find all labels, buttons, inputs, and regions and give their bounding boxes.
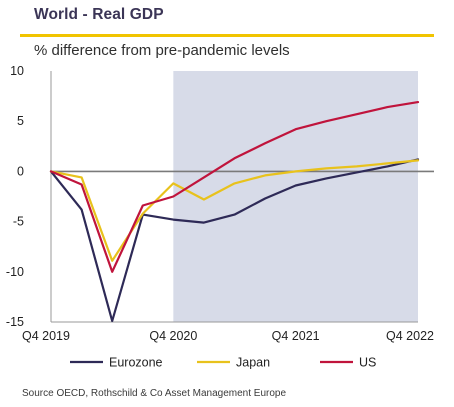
chart-subtitle: % difference from pre-pandemic levels [34, 42, 290, 59]
y-tick-label: 10 [10, 64, 24, 78]
y-tick-label: -5 [13, 215, 24, 229]
x-tick-label: Q4 2021 [272, 329, 320, 343]
y-tick-label: -15 [6, 315, 24, 329]
title-accent-rule [20, 34, 434, 37]
x-tick-label: Q4 2020 [149, 329, 197, 343]
shaded-band [173, 71, 418, 322]
source-note: Source OECD, Rothschild & Co Asset Manag… [22, 388, 287, 399]
x-axis-tick-labels: Q4 2019 Q4 2020 Q4 2021 Q4 2022 [22, 329, 434, 343]
legend-label: Japan [236, 356, 270, 370]
series-lines [49, 100, 420, 323]
series-line-eurozone [49, 158, 420, 323]
series-line-japan [49, 159, 420, 262]
y-tick-label: 0 [17, 164, 24, 178]
x-tick-label: Q4 2022 [386, 329, 434, 343]
y-tick-label: -10 [6, 265, 24, 279]
y-tick-label: 5 [17, 114, 24, 128]
legend-label: Eurozone [109, 356, 163, 370]
chart-legend: Eurozone Japan US [70, 356, 376, 370]
forecast-shaded-region [173, 71, 418, 322]
y-axis-tick-labels: 10 5 0 -5 -10 -15 [6, 64, 24, 329]
series-line-us [49, 100, 420, 273]
x-tick-label: Q4 2019 [22, 329, 70, 343]
legend-label: US [359, 356, 376, 370]
chart-title: World - Real GDP [34, 6, 164, 23]
